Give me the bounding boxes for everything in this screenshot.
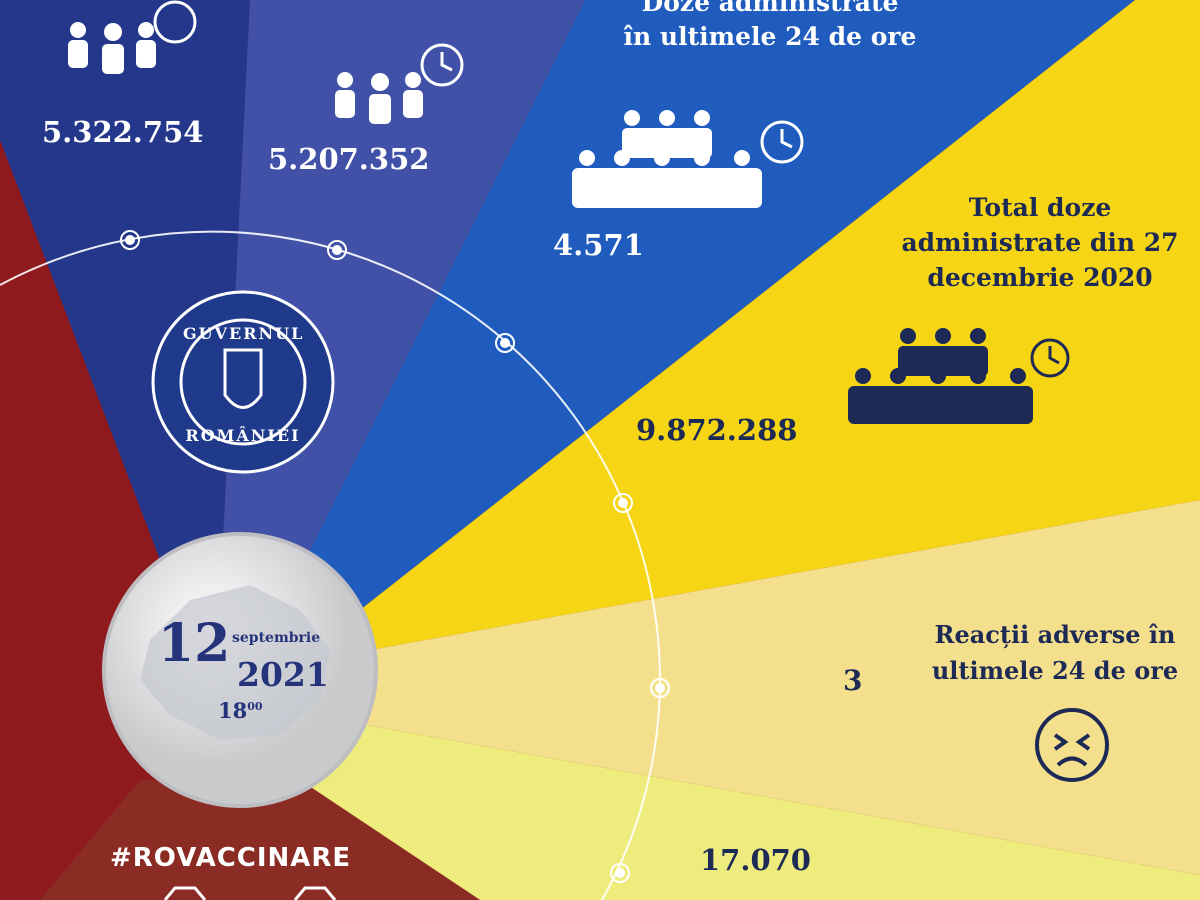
pale-yellow-wedge [350,500,1200,875]
seal-top-text: GUVERNUL [183,324,305,343]
people-icons [68,22,1033,424]
doses-24h-value: 4.571 [553,228,644,262]
coat-of-arms-icon [223,348,263,409]
first-value: 5.322.754 [42,115,204,149]
dark-red-wedge [40,780,480,900]
second-value: 5.207.352 [268,142,430,176]
total-doses-title: Total doze administrate din 27 decembrie… [901,193,1179,292]
date-time: 1800 [218,698,263,723]
timeline-dots [120,230,670,883]
hashtag: #ROVACCINARE [110,843,352,873]
date-year: 2021 [237,655,329,694]
adverse-title: Reacții adverse în ultimele 24 de ore [931,620,1179,685]
timeline-arc [0,230,661,900]
light-yellow-wedge [300,722,1200,900]
clock-icons [153,0,1070,378]
total-doses-value: 9.872.288 [636,413,798,447]
date-month: septembrie [232,630,321,646]
date-day: 12 [158,613,231,674]
sad-face-icon [1035,708,1109,782]
navy-wedge [0,0,250,560]
seal-bottom-text: ROMÂNIEI [185,426,301,445]
government-seal [151,290,335,474]
adverse-value: 3 [843,664,863,697]
yellow-wedge [360,0,1200,650]
doses-24h-title: Doze administrate în ultimele 24 de ore [623,0,917,51]
royal-blue-wedge [300,0,1135,610]
hexagon-icons [163,886,337,900]
romania-map-silhouette [140,585,330,740]
bottom-value: 17.070 [700,843,811,877]
